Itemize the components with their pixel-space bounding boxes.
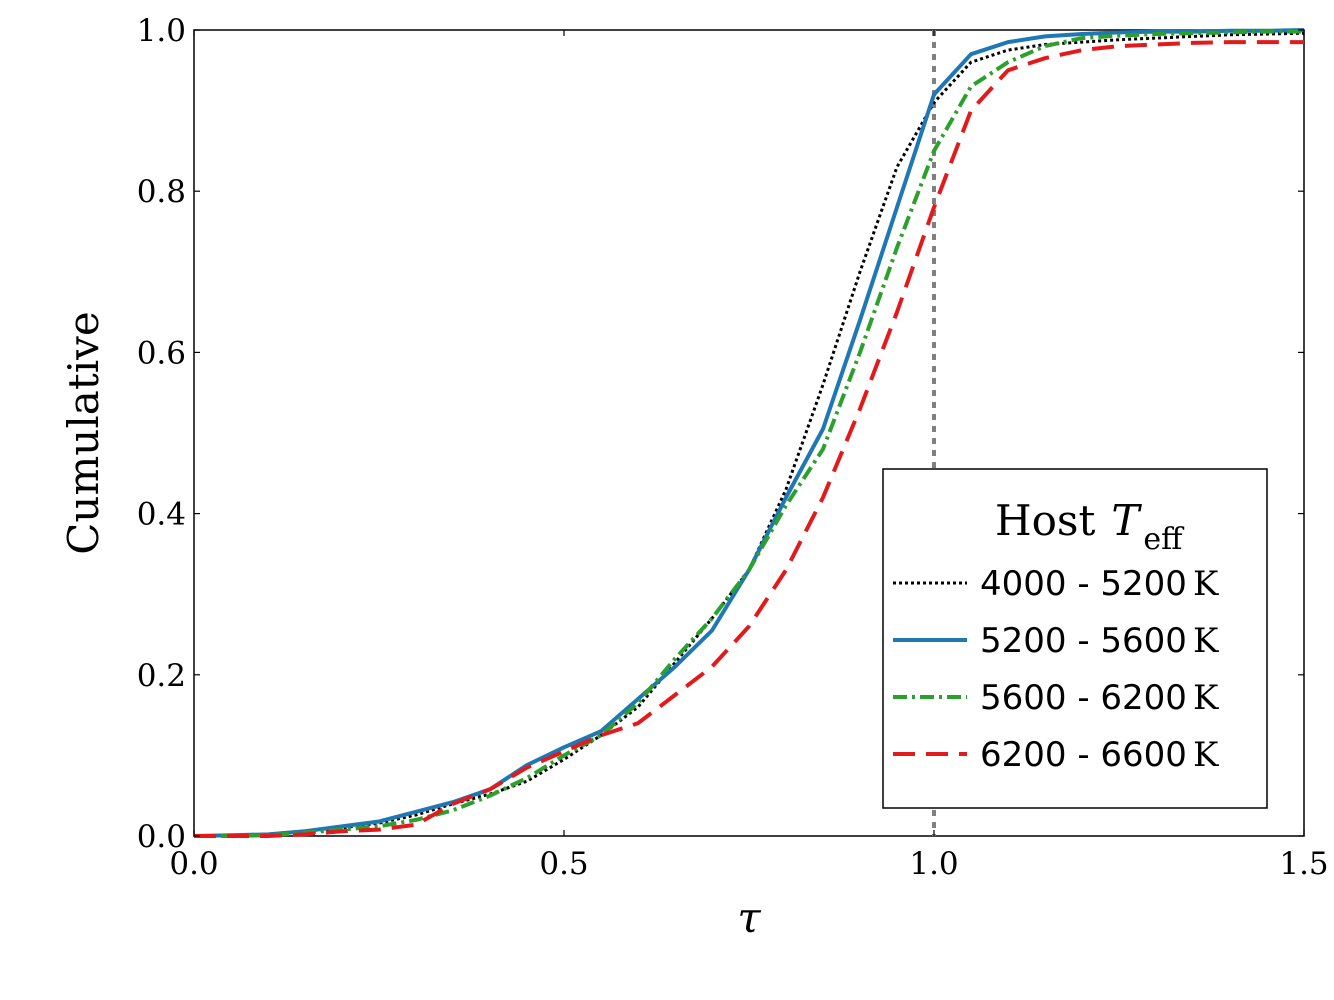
series-line-3: [194, 29, 1304, 838]
legend-unit: K: [1193, 564, 1219, 604]
legend-title-subscript: eff: [1143, 522, 1185, 557]
legend-unit: K: [1193, 735, 1219, 775]
legend-entry-4: 6200 - 6600 K: [980, 735, 1219, 775]
y-tick-label: 1.0: [137, 13, 186, 49]
x-tick-label: 1.0: [909, 846, 958, 882]
y-tick-label: 0.4: [137, 497, 186, 533]
legend-label: 5600 - 6200: [980, 678, 1187, 718]
legend-unit: K: [1193, 621, 1219, 661]
x-axis-title: τ: [737, 893, 761, 942]
x-tick-label: 1.5: [1279, 846, 1328, 882]
y-tick-label: 0.6: [137, 335, 186, 371]
legend-title: Host T eff: [995, 496, 1185, 557]
legend-label: 6200 - 6600: [980, 735, 1187, 775]
legend-title-main: Host: [995, 496, 1095, 545]
legend-label: 4000 - 5200: [980, 564, 1187, 604]
legend-entry-2: 5200 - 5600 K: [980, 621, 1219, 661]
x-tick-label: 0.5: [539, 846, 588, 882]
y-tick-label: 0.8: [137, 174, 186, 210]
plot-frame: [193, 29, 1305, 837]
plot-area: [193, 29, 1305, 837]
series-layer: [193, 28, 1305, 838]
x-tick-label: 0.0: [169, 846, 218, 882]
legend-unit: K: [1193, 678, 1219, 718]
legend-label: 5200 - 5600: [980, 621, 1187, 661]
legend-entry-1: 4000 - 5200 K: [980, 564, 1219, 604]
y-tick-label: 0.2: [137, 658, 186, 694]
legend-entry-3: 5600 - 6200 K: [980, 678, 1219, 718]
y-tick-label: 0.0: [137, 819, 186, 855]
legend-title-symbol: T: [1111, 496, 1142, 545]
y-axis-title: Cumulative: [59, 311, 108, 554]
ticks-layer: 0.0 0.5 1.0 1.5 0.0 0.2 0.4 0.6 0.8 1.0: [137, 13, 1329, 882]
series-line-4: [194, 40, 1304, 838]
